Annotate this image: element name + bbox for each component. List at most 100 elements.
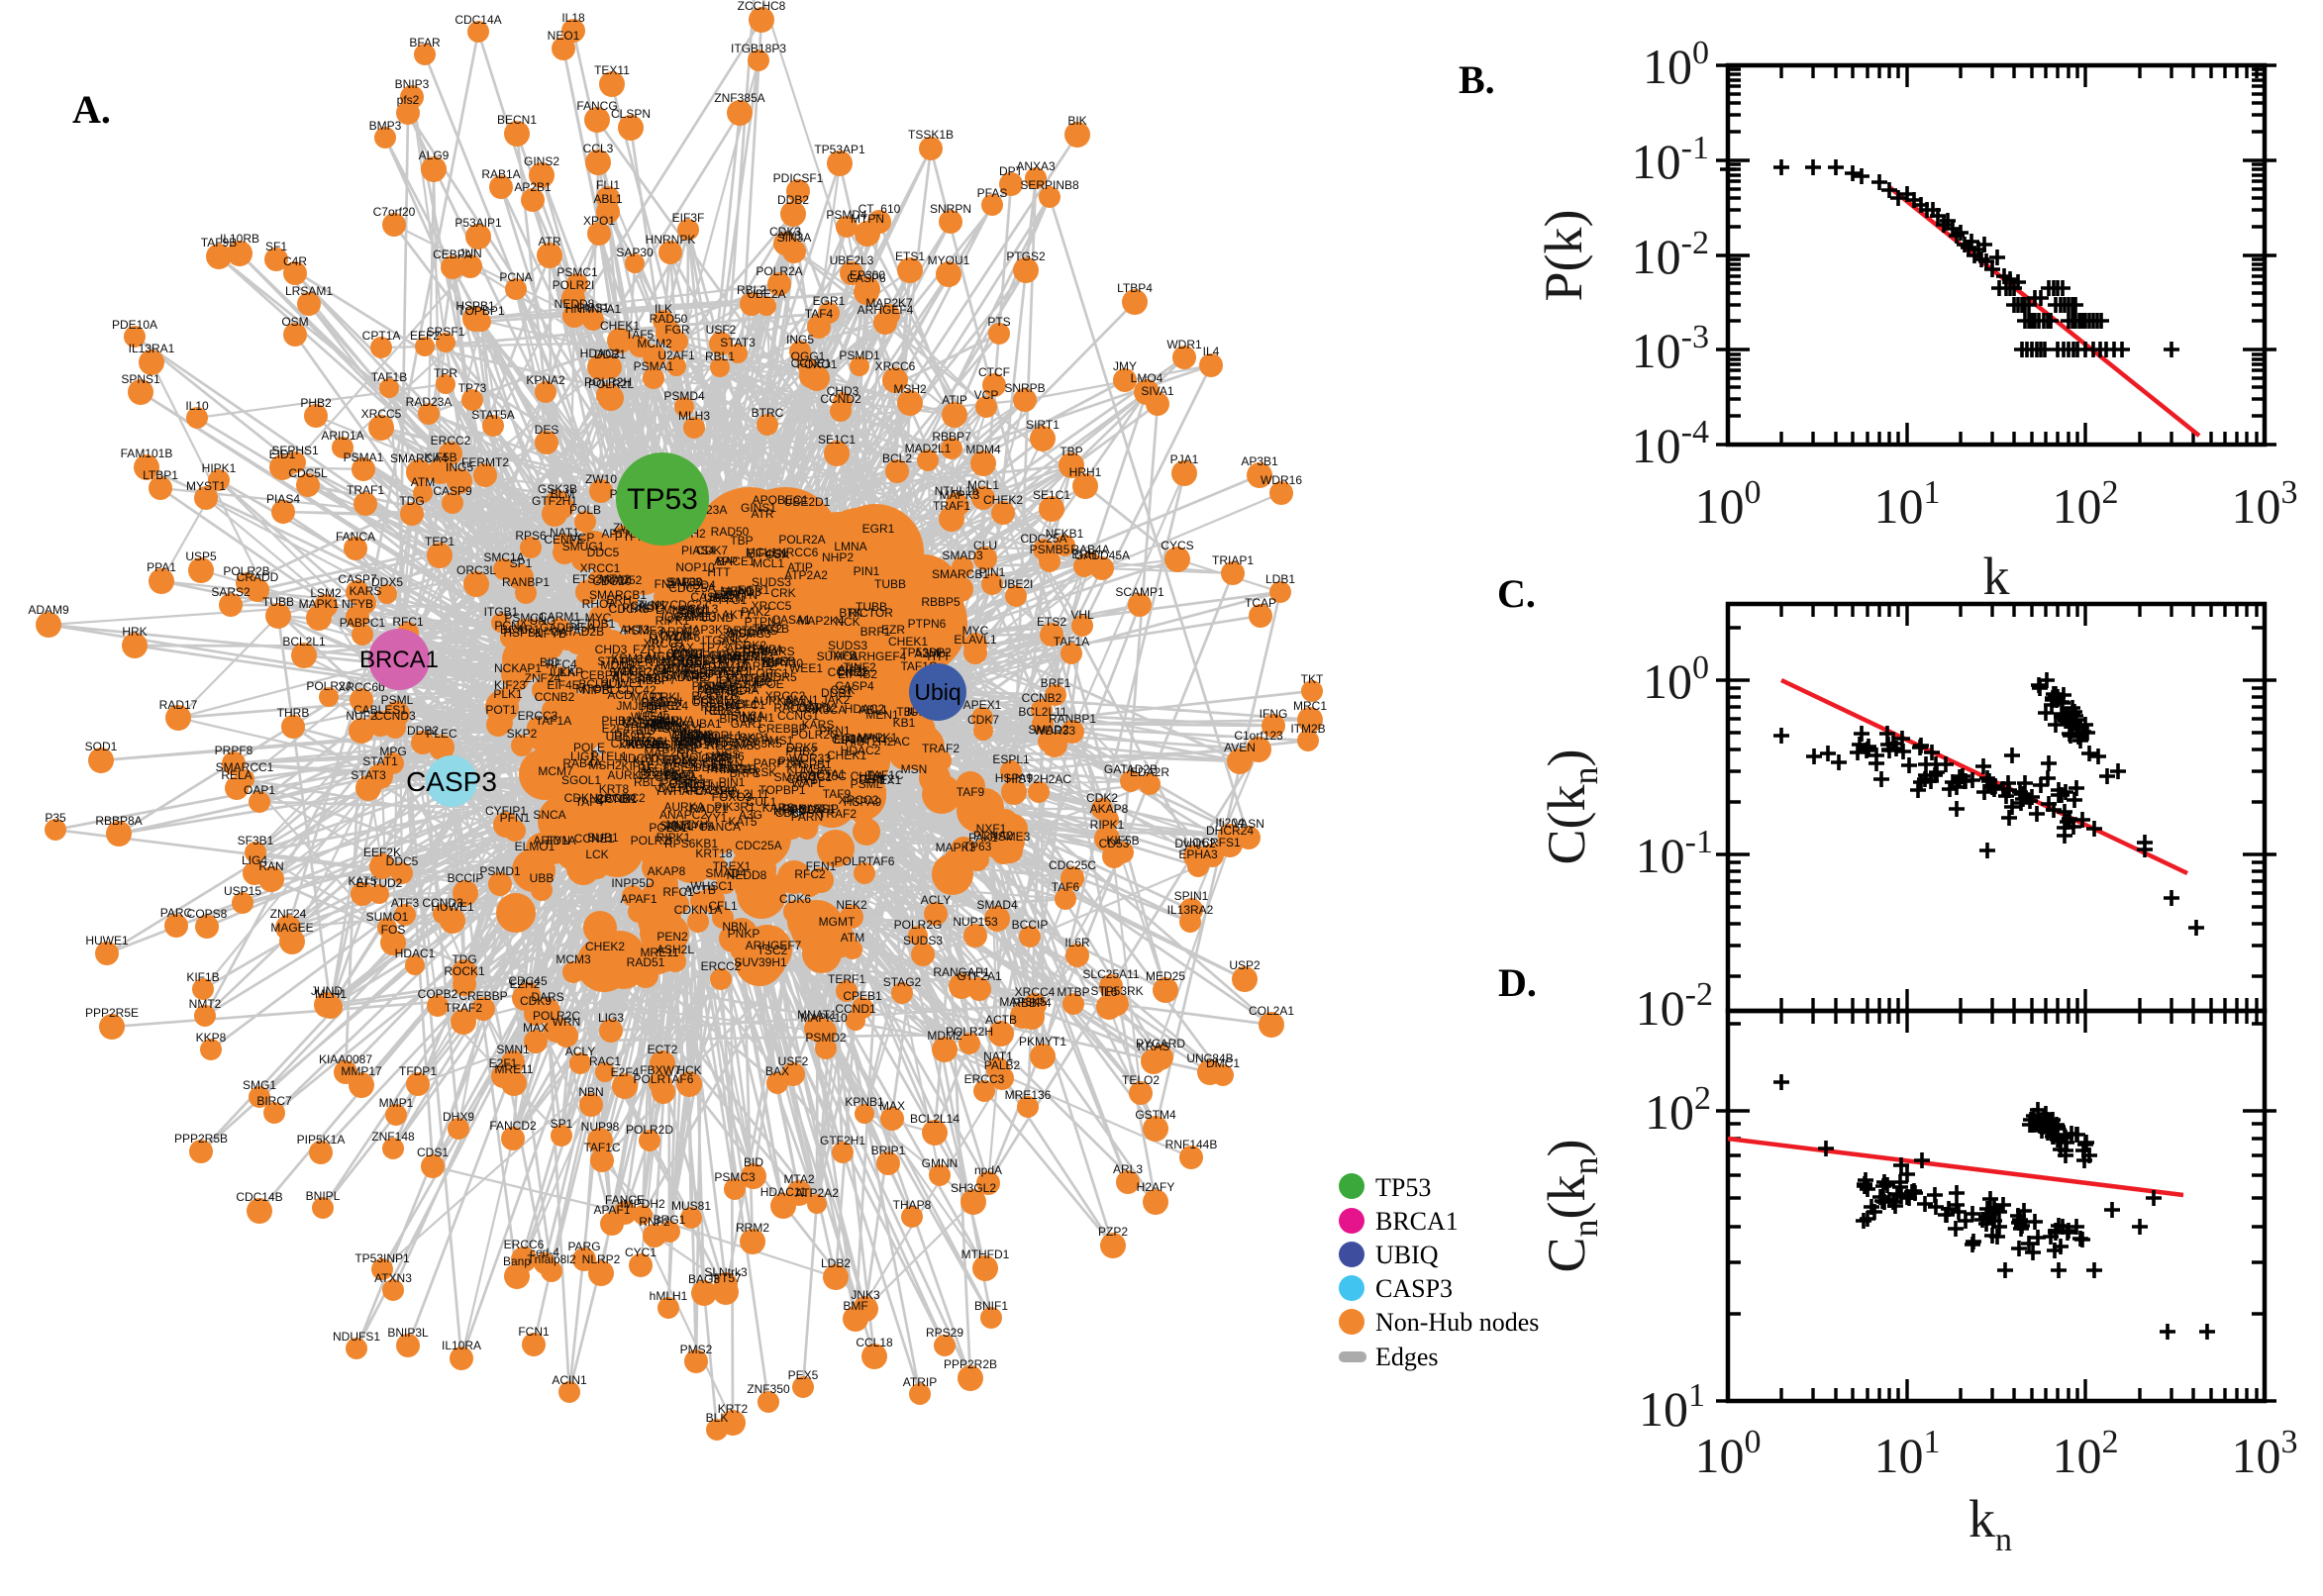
svg-text:PALB2: PALB2 <box>984 1058 1021 1072</box>
svg-text:CDC14B: CDC14B <box>236 1190 282 1204</box>
svg-text:BIRC7: BIRC7 <box>256 1094 292 1108</box>
svg-text:RFC2: RFC2 <box>794 867 826 881</box>
svg-text:TAF1C: TAF1C <box>866 768 903 782</box>
svg-text:KRAS: KRAS <box>1138 1040 1170 1053</box>
svg-text:SCAMP1: SCAMP1 <box>1115 585 1164 599</box>
svg-text:RBBP5: RBBP5 <box>921 595 960 609</box>
svg-text:A.: A. <box>72 87 111 132</box>
svg-text:SOD1: SOD1 <box>85 740 118 753</box>
svg-text:ATF3: ATF3 <box>391 896 420 910</box>
svg-text:SMARCB1: SMARCB1 <box>932 567 989 581</box>
svg-text:TRAF2: TRAF2 <box>445 1001 482 1015</box>
svg-text:STAT5A: STAT5A <box>471 408 515 422</box>
svg-text:TP53: TP53 <box>627 483 698 516</box>
svg-text:ABL1: ABL1 <box>858 703 888 717</box>
svg-text:BCL2L11: BCL2L11 <box>1018 705 1066 719</box>
svg-text:NBN: NBN <box>578 1085 603 1099</box>
svg-text:NCK: NCK <box>835 615 859 629</box>
svg-text:THAP8: THAP8 <box>893 1198 932 1212</box>
svg-text:TERF1: TERF1 <box>828 972 865 986</box>
svg-text:SF3B1: SF3B1 <box>238 834 274 848</box>
svg-text:TREX1: TREX1 <box>713 859 752 873</box>
svg-text:TP53INP1: TP53INP1 <box>354 1251 410 1265</box>
svg-text:WDR16: WDR16 <box>1261 473 1302 487</box>
svg-text:CCL3: CCL3 <box>583 142 614 155</box>
svg-text:PLEC: PLEC <box>426 727 457 741</box>
svg-text:MLH1: MLH1 <box>315 987 347 1001</box>
svg-text:APAF1: APAF1 <box>620 892 656 906</box>
svg-text:IL18: IL18 <box>561 11 585 25</box>
svg-text:TP63: TP63 <box>963 840 992 853</box>
svg-text:SNK2: SNK2 <box>718 632 750 646</box>
svg-text:CASP4: CASP4 <box>835 679 874 693</box>
svg-text:NMT2: NMT2 <box>189 997 222 1011</box>
svg-text:FYN: FYN <box>547 834 570 848</box>
svg-text:LIG3: LIG3 <box>598 1011 624 1025</box>
svg-text:MAPK1: MAPK1 <box>299 597 340 611</box>
svg-text:SUM2: SUM2 <box>707 693 741 707</box>
svg-text:BMP3: BMP3 <box>369 119 402 133</box>
svg-text:PIN1: PIN1 <box>854 564 880 578</box>
svg-text:Non-Hub nodes: Non-Hub nodes <box>1375 1308 1539 1337</box>
svg-text:CCNE1: CCNE1 <box>791 356 832 370</box>
svg-text:POLR2A: POLR2A <box>778 533 825 547</box>
svg-text:SIN3A: SIN3A <box>777 231 812 245</box>
svg-text:STAG2: STAG2 <box>883 975 922 989</box>
svg-text:BTRC: BTRC <box>752 406 784 420</box>
svg-text:PFAS: PFAS <box>977 186 1008 200</box>
svg-text:PMS1: PMS1 <box>577 301 610 315</box>
svg-text:PPP2R2B: PPP2R2B <box>944 1357 997 1371</box>
svg-text:CCL18: CCL18 <box>856 1336 893 1349</box>
svg-text:CDC25C: CDC25C <box>1049 858 1096 872</box>
svg-text:CASP3: CASP3 <box>1375 1274 1453 1303</box>
svg-text:CDK9: CDK9 <box>520 994 552 1008</box>
svg-text:INPP5D: INPP5D <box>611 876 655 890</box>
svg-text:SF1: SF1 <box>265 240 287 253</box>
svg-text:LDB1: LDB1 <box>1265 572 1295 586</box>
svg-text:GTF2A1: GTF2A1 <box>957 969 1002 983</box>
svg-text:IL10RA: IL10RA <box>442 1339 481 1352</box>
svg-text:ITGB18P3: ITGB18P3 <box>731 42 786 55</box>
svg-text:U2AF1: U2AF1 <box>657 349 695 362</box>
svg-text:HTT: HTT <box>927 649 951 663</box>
svg-text:TAF1B: TAF1B <box>371 370 407 384</box>
svg-text:ABL1: ABL1 <box>593 192 623 206</box>
svg-text:FERMT2: FERMT2 <box>461 455 509 469</box>
svg-text:KP1: KP1 <box>633 754 656 768</box>
svg-text:BRIP1: BRIP1 <box>871 1144 906 1157</box>
svg-text:TDG: TDG <box>452 952 476 966</box>
svg-text:MCL1: MCL1 <box>753 556 784 570</box>
svg-text:MCM2: MCM2 <box>647 649 682 663</box>
svg-text:OSM: OSM <box>281 315 308 329</box>
svg-text:NHP2: NHP2 <box>773 804 805 818</box>
svg-text:UNC84B: UNC84B <box>1186 1051 1233 1065</box>
svg-text:MUTYH: MUTYH <box>666 818 709 832</box>
svg-text:COPB2: COPB2 <box>418 987 458 1001</box>
svg-text:TPR: TPR <box>434 366 457 380</box>
svg-text:STAT1: STAT1 <box>362 754 398 768</box>
svg-text:RFC1: RFC1 <box>392 615 424 629</box>
svg-text:ESPL1: ESPL1 <box>992 752 1030 766</box>
svg-text:SETDB1: SETDB1 <box>569 617 616 631</box>
svg-text:BUB1: BUB1 <box>587 831 619 845</box>
svg-text:GFAP: GFAP <box>655 770 686 784</box>
svg-text:AVEN: AVEN <box>1224 741 1256 754</box>
svg-text:SEPHS1: SEPHS1 <box>271 444 319 457</box>
svg-text:npdA: npdA <box>974 1163 1002 1177</box>
svg-text:LTBP4: LTBP4 <box>1117 281 1153 295</box>
svg-text:MSH2: MSH2 <box>893 382 927 396</box>
svg-text:RBBP4: RBBP4 <box>1012 996 1052 1010</box>
svg-text:CYCS: CYCS <box>1161 539 1193 552</box>
svg-text:P(k): P(k) <box>1534 210 1593 302</box>
svg-text:MLH3: MLH3 <box>678 409 710 423</box>
svg-text:BCCIP: BCCIP <box>448 871 484 885</box>
svg-text:TAF5: TAF5 <box>626 328 655 342</box>
svg-text:TRIAP1: TRIAP1 <box>1212 553 1254 567</box>
svg-text:D.: D. <box>1498 960 1537 1005</box>
svg-text:pfs2: pfs2 <box>397 93 420 107</box>
svg-text:WDR33: WDR33 <box>789 751 831 765</box>
svg-text:CYC1: CYC1 <box>625 1246 656 1259</box>
svg-text:HIST2H2AC: HIST2H2AC <box>1006 772 1071 786</box>
svg-text:TP53: TP53 <box>1375 1173 1431 1202</box>
svg-text:MCL1: MCL1 <box>967 478 999 492</box>
